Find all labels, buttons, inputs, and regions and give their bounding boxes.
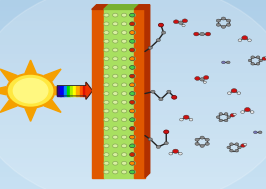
Circle shape — [203, 81, 206, 83]
Circle shape — [200, 136, 204, 139]
Bar — [0, 118, 266, 123]
Circle shape — [194, 32, 199, 36]
Circle shape — [130, 100, 136, 104]
Circle shape — [122, 74, 127, 78]
Circle shape — [113, 100, 118, 104]
Circle shape — [256, 62, 260, 65]
Bar — [0, 161, 266, 165]
Circle shape — [222, 61, 225, 64]
Circle shape — [130, 170, 135, 174]
Polygon shape — [55, 87, 74, 95]
Circle shape — [104, 170, 109, 174]
Circle shape — [113, 66, 118, 69]
Circle shape — [122, 31, 127, 34]
Circle shape — [238, 146, 241, 149]
Circle shape — [221, 25, 226, 28]
Circle shape — [130, 74, 135, 78]
Circle shape — [130, 109, 136, 113]
Circle shape — [130, 135, 136, 139]
Circle shape — [253, 131, 257, 134]
Circle shape — [130, 135, 135, 139]
Circle shape — [230, 114, 235, 117]
Circle shape — [122, 100, 127, 104]
Circle shape — [104, 66, 109, 69]
Circle shape — [113, 135, 118, 139]
Circle shape — [130, 39, 136, 43]
Bar — [0, 165, 266, 170]
Circle shape — [231, 89, 237, 93]
Bar — [0, 9, 266, 14]
Bar — [0, 156, 266, 161]
Circle shape — [203, 76, 209, 79]
Circle shape — [248, 59, 252, 62]
Circle shape — [224, 119, 228, 122]
Bar — [0, 94, 266, 99]
Circle shape — [227, 92, 231, 94]
Circle shape — [113, 153, 118, 156]
Bar — [0, 142, 266, 146]
Bar — [0, 151, 266, 156]
Circle shape — [221, 17, 226, 20]
Circle shape — [104, 109, 109, 113]
Circle shape — [113, 39, 118, 43]
Circle shape — [238, 39, 242, 42]
Circle shape — [251, 56, 255, 59]
Circle shape — [130, 118, 135, 122]
Polygon shape — [145, 5, 150, 178]
Circle shape — [130, 92, 136, 95]
Circle shape — [113, 118, 118, 122]
Polygon shape — [44, 69, 61, 81]
Circle shape — [104, 92, 109, 95]
Circle shape — [178, 21, 183, 24]
Circle shape — [262, 57, 266, 60]
Circle shape — [113, 31, 118, 34]
Circle shape — [104, 100, 109, 104]
Circle shape — [130, 170, 136, 174]
Circle shape — [180, 118, 183, 121]
Circle shape — [104, 144, 109, 148]
Circle shape — [200, 144, 204, 147]
Circle shape — [172, 95, 177, 99]
Bar — [0, 113, 266, 118]
Circle shape — [104, 153, 109, 156]
Bar — [92, 9, 104, 178]
Bar — [0, 80, 266, 85]
Circle shape — [122, 144, 127, 148]
Circle shape — [113, 109, 118, 113]
Circle shape — [169, 152, 173, 155]
Circle shape — [233, 113, 236, 115]
Circle shape — [113, 13, 118, 17]
Circle shape — [256, 56, 260, 59]
Circle shape — [161, 31, 166, 34]
Bar — [57, 86, 61, 96]
Circle shape — [235, 149, 239, 152]
Circle shape — [130, 66, 135, 69]
Polygon shape — [0, 87, 6, 95]
Circle shape — [259, 59, 263, 62]
Bar — [0, 28, 266, 33]
Circle shape — [130, 57, 135, 61]
Circle shape — [167, 90, 171, 93]
Circle shape — [130, 13, 136, 17]
Bar — [0, 33, 266, 38]
Circle shape — [182, 24, 185, 27]
Bar — [0, 123, 266, 128]
Circle shape — [122, 161, 127, 165]
Circle shape — [130, 48, 135, 52]
Circle shape — [219, 119, 223, 122]
Circle shape — [250, 111, 254, 113]
Bar — [64, 86, 67, 96]
Polygon shape — [0, 100, 17, 112]
Circle shape — [130, 118, 136, 122]
Circle shape — [230, 149, 233, 152]
Bar — [0, 109, 266, 113]
Circle shape — [159, 98, 163, 101]
Circle shape — [172, 96, 176, 99]
Circle shape — [122, 170, 127, 174]
Bar — [0, 5, 266, 9]
Circle shape — [130, 57, 136, 61]
Circle shape — [148, 138, 152, 141]
Circle shape — [130, 22, 136, 26]
Bar — [73, 86, 77, 96]
